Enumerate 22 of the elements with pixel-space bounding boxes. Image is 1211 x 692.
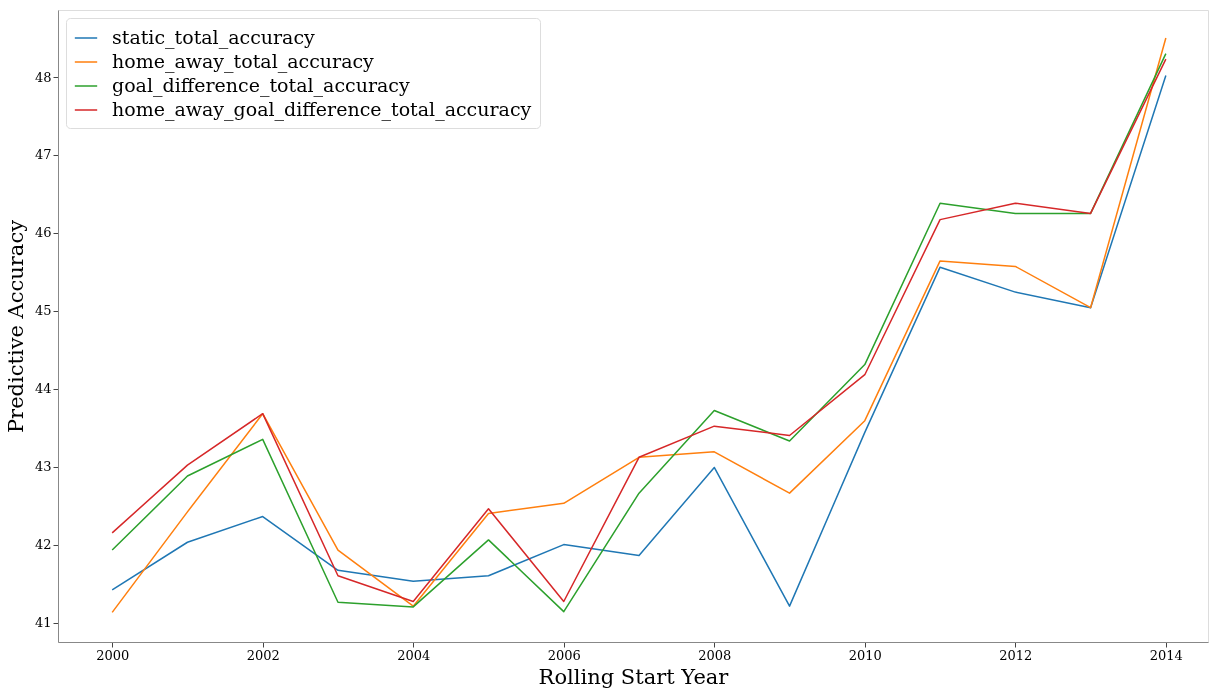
y-tick-label: 43	[34, 459, 52, 475]
y-tick-label: 47	[34, 147, 52, 163]
x-tick-label: 2012	[999, 647, 1033, 663]
y-tick-label: 46	[34, 225, 52, 241]
x-tick-label: 2006	[547, 647, 581, 663]
legend-label: home_away_goal_difference_total_accuracy	[112, 98, 532, 121]
y-tick-label: 42	[34, 537, 52, 553]
y-axis-title: Predictive Accuracy	[3, 219, 28, 434]
y-tick-label: 45	[34, 303, 52, 319]
x-tick-label: 2004	[397, 647, 431, 663]
x-tick-label: 2000	[96, 647, 130, 663]
y-tick-label: 41	[34, 615, 52, 631]
legend-label: goal_difference_total_accuracy	[112, 74, 410, 97]
x-axis-title: Rolling Start Year	[538, 664, 730, 689]
x-tick-label: 2002	[246, 647, 280, 663]
y-tick-label: 44	[34, 381, 52, 397]
legend-label: static_total_accuracy	[112, 26, 316, 49]
x-tick-label: 2010	[848, 647, 882, 663]
legend-label: home_away_total_accuracy	[112, 50, 375, 73]
x-tick-label: 2014	[1149, 647, 1183, 663]
x-tick-label: 2008	[698, 647, 732, 663]
y-tick-label: 48	[34, 69, 52, 85]
